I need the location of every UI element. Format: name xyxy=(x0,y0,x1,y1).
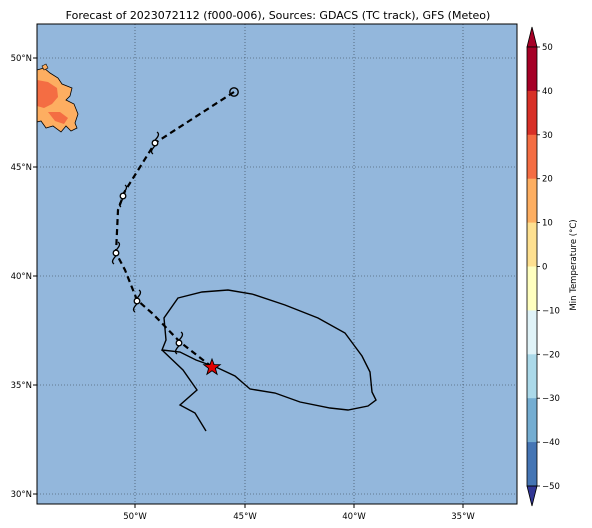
axis-ticks xyxy=(33,57,464,508)
forecast-cone-outline xyxy=(161,289,377,411)
track-start-marker xyxy=(229,87,239,97)
graticule xyxy=(37,24,517,504)
colorbar-segment xyxy=(527,178,537,224)
map-frame xyxy=(36,23,518,505)
colorbar-extend-bottom xyxy=(526,485,538,507)
x-tick-label: 35°W xyxy=(451,512,475,522)
cyclone-icon-5 xyxy=(174,331,184,355)
cyclone-track-line xyxy=(114,91,235,368)
current-position-star xyxy=(202,357,222,376)
colorbar-tick-label: 10 xyxy=(542,219,553,229)
y-tick-label: 30°N xyxy=(11,490,32,500)
y-tick-label: 35°N xyxy=(11,381,32,391)
temperature-colorbar: 50 40 30 20 10 0 −10 −20 −30 −40 −50 xyxy=(526,26,560,507)
y-tick-label: 40°N xyxy=(11,272,32,282)
newfoundland-land xyxy=(36,63,79,133)
colorbar-segment xyxy=(527,398,537,443)
cyclone-icon-4 xyxy=(132,289,142,313)
colorbar-tick-label: −20 xyxy=(542,350,560,360)
colorbar-segment xyxy=(527,47,537,92)
colorbar-label: Min Temperature (°C) xyxy=(569,219,579,310)
x-tick-label: 50°W xyxy=(123,512,147,522)
colorbar-segment xyxy=(527,354,537,399)
x-tick-label: 40°W xyxy=(342,512,366,522)
colorbar-tick-label: −10 xyxy=(542,306,560,316)
colorbar-tick-label: 40 xyxy=(542,87,553,97)
y-tick-label: 50°N xyxy=(11,54,32,64)
forecast-cone-tail xyxy=(161,349,207,432)
colorbar-tick-label: 50 xyxy=(542,43,553,53)
colorbar-segment xyxy=(527,310,537,355)
colorbar-segment xyxy=(527,222,537,267)
y-tick-label: 45°N xyxy=(11,163,32,173)
ocean-background xyxy=(37,24,517,504)
colorbar-tick-label: −40 xyxy=(542,438,560,448)
colorbar-extend-top xyxy=(526,26,538,48)
map-panel xyxy=(36,23,518,505)
colorbar-tick-label: 30 xyxy=(542,131,553,141)
colorbar-tick-label: 20 xyxy=(542,175,553,185)
colorbar-segment xyxy=(527,134,537,180)
cyclone-icon-1 xyxy=(150,131,160,155)
colorbar-segment xyxy=(527,442,537,487)
colorbar-tick-label: −50 xyxy=(542,482,560,492)
cyclone-icon-2 xyxy=(118,184,128,208)
figure-title: Forecast of 2023072112 (f000-006), Sourc… xyxy=(66,9,491,22)
colorbar-tick-label: 0 xyxy=(542,263,547,273)
x-tick-label: 45°W xyxy=(233,512,257,522)
colorbar-tick-label: −30 xyxy=(542,394,560,404)
cyclone-icon-3 xyxy=(111,241,121,265)
colorbar-segment xyxy=(527,90,537,136)
colorbar-segment xyxy=(527,266,537,311)
